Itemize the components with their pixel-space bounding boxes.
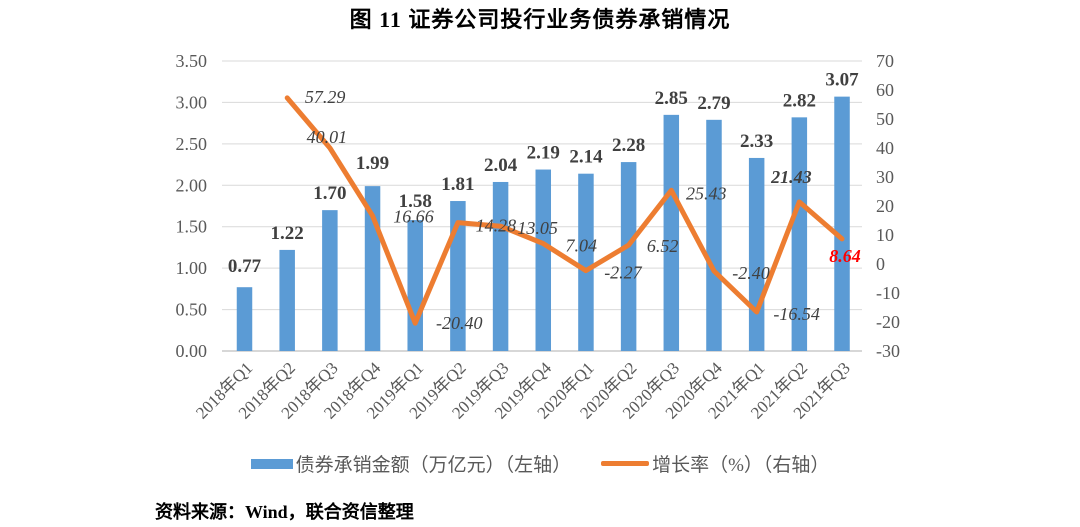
line-value-label: 25.43: [686, 183, 727, 203]
bar-value-label: 3.07: [825, 70, 859, 91]
chart-title: 图 11 证券公司投行业务债券承销情况: [349, 7, 731, 32]
right-axis-tick-label: -20: [876, 312, 900, 332]
line-value-label: 14.28: [476, 216, 517, 236]
bar: [834, 96, 850, 351]
line-value-label: 40.01: [307, 127, 348, 147]
bar-value-label: 1.70: [313, 183, 346, 204]
line-value-label: 16.66: [393, 207, 434, 227]
bar-value-label: 2.28: [612, 135, 645, 156]
left-axis-tick-label: 3.50: [176, 51, 208, 71]
line-value-label: 8.64: [829, 246, 861, 266]
bar: [450, 201, 466, 351]
bar: [279, 249, 295, 351]
bar-value-label: 1.99: [356, 153, 389, 174]
line-value-label: -16.54: [773, 304, 820, 324]
right-axis-tick-label: 70: [876, 51, 894, 71]
bar: [663, 114, 680, 351]
growth-line: [284, 95, 845, 326]
legend-item-growth-rate: 增长率（%）（右轴）: [601, 450, 829, 477]
right-axis-tick-label: 20: [876, 196, 894, 216]
bar: [748, 157, 765, 351]
left-axis-tick-label: 2.50: [176, 134, 208, 154]
right-axis-tick-label: 10: [876, 225, 894, 245]
line-value-label: -20.40: [436, 313, 483, 333]
right-axis-tick-label: 50: [876, 109, 894, 129]
bar-value-label: 2.85: [655, 88, 688, 109]
right-axis-tick-label: -10: [876, 283, 900, 303]
legend-item-bond-underwriting: 债券承销金额（万亿元）（左轴）: [250, 450, 572, 477]
bar-value-label: 1.81: [441, 174, 474, 195]
bar-value-label: 0.77: [228, 256, 262, 277]
right-axis-tick-label: 60: [876, 80, 894, 100]
left-axis-tick-label: 3.00: [176, 92, 208, 112]
line-value-label: 13.05: [517, 218, 558, 238]
bar-value-label: 1.22: [271, 223, 304, 244]
bar-value-label: 2.19: [527, 143, 560, 164]
right-axis-tick-label: 0: [876, 254, 885, 274]
bar: [706, 119, 722, 351]
left-axis-tick-label: 0.00: [176, 341, 208, 361]
bar-series-swatch-icon: [250, 458, 293, 469]
bar-value-label: 2.04: [484, 155, 518, 176]
bar-value-label: 2.82: [783, 90, 816, 111]
left-axis-tick-label: 0.50: [176, 300, 208, 320]
bar-value-label: 2.79: [697, 93, 730, 114]
bar: [407, 220, 423, 351]
left-axis-tick-label: 1.00: [176, 258, 208, 278]
combo-chart: 0.00 0.50 1.00 1.50 2.00 2.50 3.00 3.50 -30 -20 -1…: [176, 51, 901, 423]
line-value-label: -2.40: [732, 263, 770, 283]
bar: [322, 210, 338, 351]
left-axis-tick-label: 1.50: [176, 217, 208, 237]
bar-value-label: 1.58: [399, 191, 432, 212]
right-axis-tick-label: -30: [876, 341, 900, 361]
bar: [791, 117, 808, 351]
bar: [535, 169, 552, 351]
line-series-swatch-icon: [601, 461, 650, 466]
right-axis-tick-label: 40: [876, 138, 894, 158]
line-value-label: 57.29: [305, 87, 346, 107]
legend: 债券承销金额（万亿元）（左轴） 增长率（%）（右轴）: [0, 450, 1080, 477]
line-value-label: -2.27: [604, 263, 642, 283]
left-axis-tick-label: 2.00: [176, 175, 208, 195]
line-value-label: 21.43: [770, 167, 812, 187]
source-note: 资料来源：Wind，联合资信整理: [155, 502, 414, 522]
bar: [578, 173, 594, 351]
line-value-label: 6.52: [647, 236, 679, 256]
bar: [236, 287, 253, 351]
bar-value-label: 2.14: [569, 147, 603, 168]
bar-value-label: 2.33: [740, 131, 773, 152]
right-axis-tick-label: 30: [876, 167, 894, 187]
line-value-label: 7.04: [566, 236, 598, 256]
bar: [492, 181, 509, 351]
legend-label-bars: 债券承销金额（万亿元）（左轴）: [295, 455, 572, 476]
bar: [620, 162, 637, 351]
legend-label-line: 增长率（%）（右轴）: [652, 455, 830, 476]
